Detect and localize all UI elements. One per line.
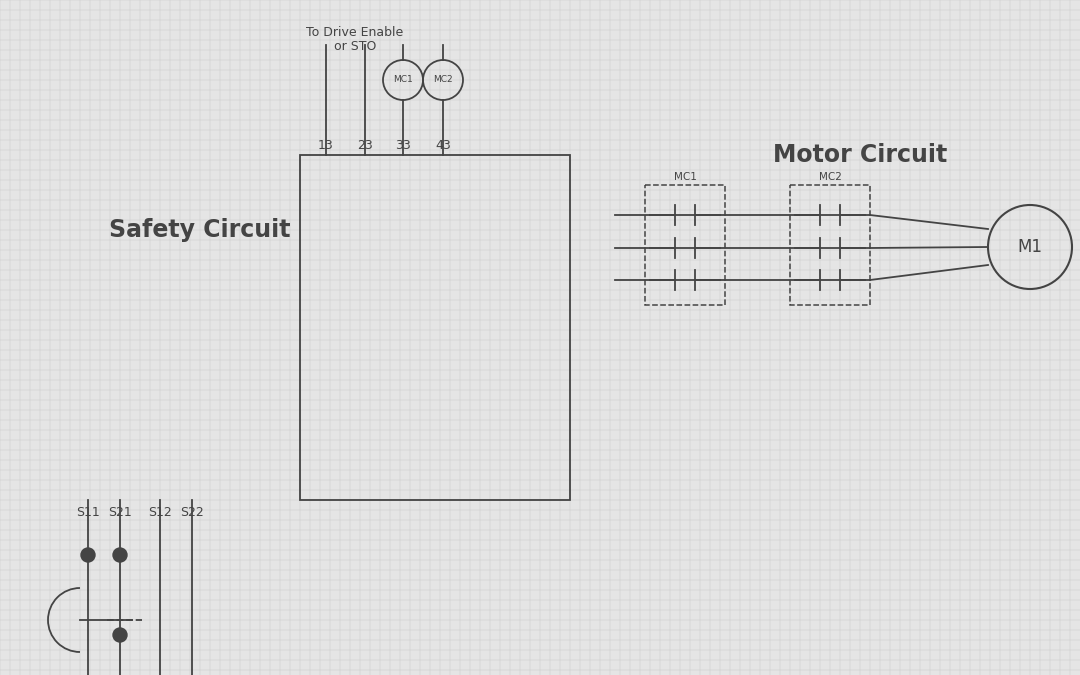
Text: 13: 13 [319, 139, 334, 152]
Text: S22: S22 [180, 506, 204, 519]
Text: To Drive Enable: To Drive Enable [307, 26, 404, 39]
Text: S11: S11 [76, 506, 99, 519]
Text: MC2: MC2 [433, 76, 453, 84]
Text: MC2: MC2 [819, 172, 841, 182]
Circle shape [81, 548, 95, 562]
Bar [645, 185, 725, 305]
Text: MC1: MC1 [674, 172, 697, 182]
Bar [789, 185, 870, 305]
Circle shape [113, 548, 127, 562]
Text: S21: S21 [108, 506, 132, 519]
Text: 23: 23 [357, 139, 373, 152]
Text: M1: M1 [1017, 238, 1042, 256]
Text: MC1: MC1 [393, 76, 413, 84]
Text: 33: 33 [395, 139, 410, 152]
Text: S12: S12 [148, 506, 172, 519]
Text: Motor Circuit: Motor Circuit [773, 143, 947, 167]
Circle shape [113, 628, 127, 642]
Text: 43: 43 [435, 139, 450, 152]
Text: or STO: or STO [334, 40, 376, 53]
Text: Safety Circuit: Safety Circuit [109, 218, 291, 242]
Bar [300, 155, 570, 500]
